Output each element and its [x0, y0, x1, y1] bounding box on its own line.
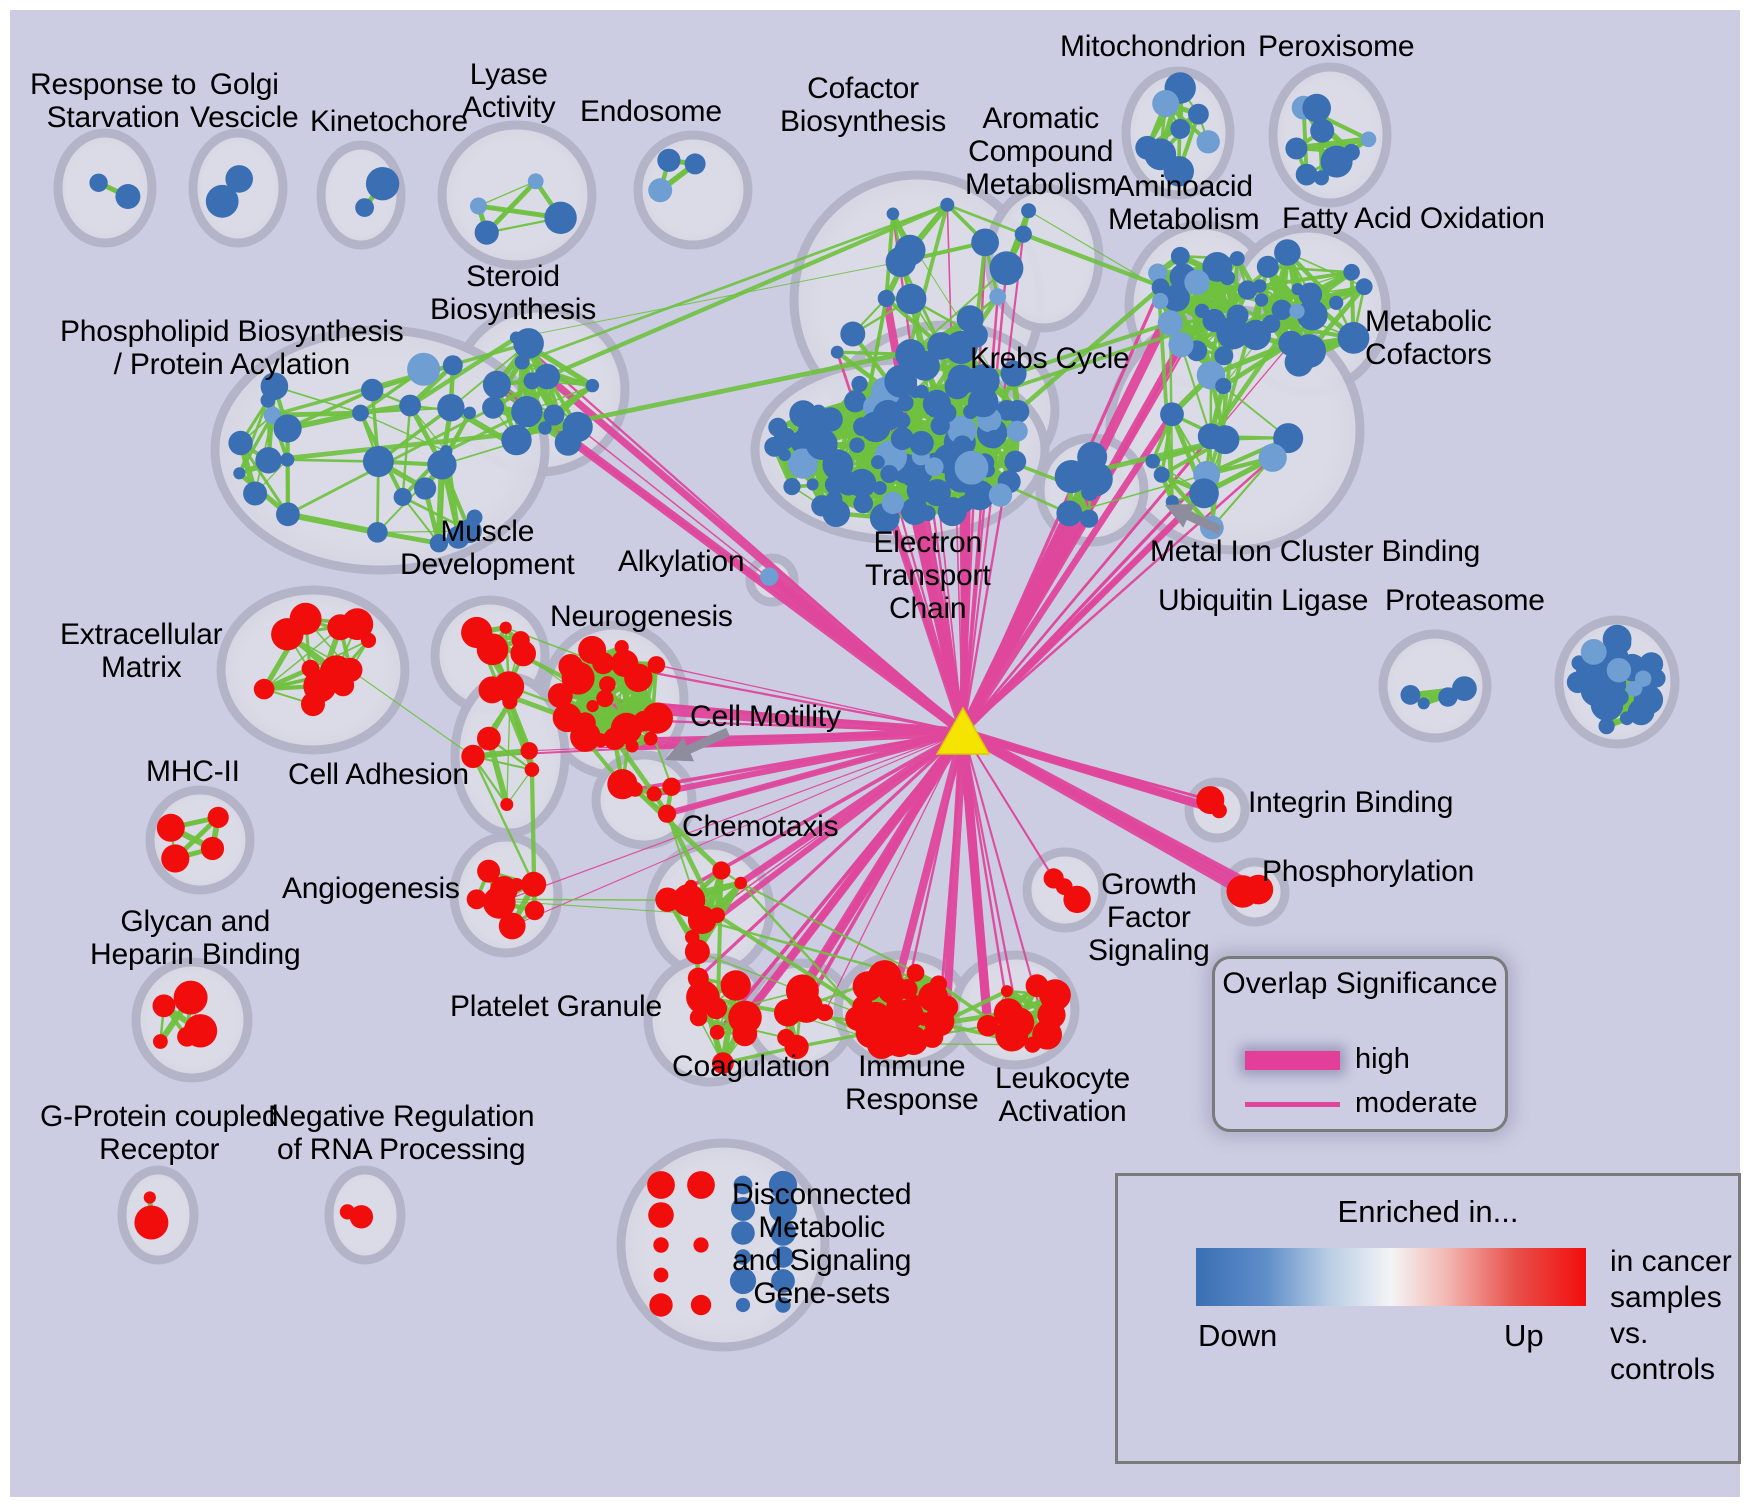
cluster-label-cofactor-biosynthesis: Cofactor Biosynthesis: [780, 72, 947, 138]
cluster-label-cell-motility: Cell Motility: [690, 700, 841, 733]
cluster-label-alkylation: Alkylation: [618, 545, 745, 578]
overlap-moderate-label: moderate: [1355, 1087, 1478, 1119]
cluster-label-proteasome: Proteasome: [1385, 584, 1545, 617]
cluster-label-electron-transport-chain: Electron Transport Chain: [865, 526, 991, 625]
cluster-label-metal-ion-cluster-binding: Metal Ion Cluster Binding: [1150, 535, 1481, 568]
hub-node[interactable]: [935, 706, 991, 755]
cluster-label-aminoacid-metabolism: Aminoacid Metabolism: [1108, 170, 1260, 236]
cluster-label-mhc-ii: MHC-II: [146, 755, 240, 788]
overlap-legend-title: Overlap Significance: [1222, 967, 1498, 1000]
cluster-label-fatty-acid-oxidation: Fatty Acid Oxidation: [1282, 202, 1545, 235]
cluster-label-kinetochore: Kinetochore: [310, 105, 468, 138]
enrichment-context-label: in cancer samples vs. controls: [1610, 1245, 1732, 1386]
overlap-significance-legend: Overlap Significance high moderate: [1212, 956, 1508, 1132]
enrichment-up-label: Up: [1504, 1318, 1544, 1353]
cluster-label-g-protein-coupled-receptor: G-Protein coupled Receptor: [40, 1100, 279, 1166]
cluster-label-growth-factor-signaling: Growth Factor Signaling: [1088, 868, 1210, 967]
overlap-high-swatch: [1245, 1051, 1340, 1070]
overlap-high-label: high: [1355, 1043, 1410, 1075]
enrichment-color-gradient: [1196, 1248, 1586, 1306]
cluster-label-coagulation: Coagulation: [672, 1050, 830, 1083]
cluster-label-mitochondrion: Mitochondrion: [1060, 30, 1246, 63]
enrichment-down-label: Down: [1198, 1318, 1278, 1353]
cluster-label-platelet-granule: Platelet Granule: [450, 990, 662, 1023]
cluster-label-response-to-starvation: Response to Starvation: [30, 68, 197, 134]
overlap-moderate-swatch: [1245, 1102, 1340, 1107]
cluster-label-peroxisome: Peroxisome: [1258, 30, 1415, 63]
cluster-label-cell-adhesion: Cell Adhesion: [288, 758, 469, 791]
cluster-label-steroid-biosynthesis: Steroid Biosynthesis: [430, 260, 597, 326]
cluster-label-extracellular-matrix: Extracellular Matrix: [60, 618, 223, 684]
enrichment-legend: Enriched in... Down Up in cancer samples…: [1115, 1173, 1741, 1464]
cluster-label-endosome: Endosome: [580, 95, 722, 128]
cluster-label-neurogenesis: Neurogenesis: [550, 600, 733, 633]
cluster-label-angiogenesis: Angiogenesis: [282, 872, 460, 905]
cluster-label-immune-response: Immune Response: [845, 1050, 979, 1116]
cluster-label-aromatic-compound-metabolism: Aromatic Compound Metabolism: [965, 102, 1117, 201]
cluster-label-phospholipid-biosynthesis: Phospholipid Biosynthesis / Protein Acyl…: [60, 315, 404, 381]
cluster-label-krebs-cycle: Krebs Cycle: [970, 342, 1130, 375]
cluster-label-negative-regulation-rna-processing: Negative Regulation of RNA Processing: [268, 1100, 535, 1166]
enrichment-legend-title: Enriched in...: [1337, 1194, 1519, 1229]
cluster-label-chemotaxis: Chemotaxis: [682, 810, 839, 843]
network-graph: [53, 62, 1680, 1352]
callout-arrows: [665, 503, 1222, 762]
cluster-label-phosphorylation: Phosphorylation: [1262, 855, 1475, 888]
network-panel: Response to Starvation Golgi Vescicle Kine…: [10, 10, 1741, 1497]
cluster-label-leukocyte-activation: Leukocyte Activation: [995, 1062, 1130, 1128]
cluster-label-muscle-development: Muscle Development: [400, 515, 575, 581]
cluster-label-glycan-heparin-binding: Glycan and Heparin Binding: [90, 905, 301, 971]
gene-set-nodes: [89, 72, 1666, 1317]
cluster-label-integrin-binding: Integrin Binding: [1248, 786, 1454, 819]
cluster-label-lyase-activity: Lyase Activity: [462, 58, 556, 124]
cluster-label-golgi-vescicle: Golgi Vescicle: [190, 68, 299, 134]
cluster-label-disconnected-gene-sets: Disconnected Metabolic and Signaling Gen…: [732, 1178, 912, 1310]
cluster-label-metabolic-cofactors: Metabolic Cofactors: [1365, 305, 1492, 371]
cluster-label-ubiquitin-ligase: Ubiquitin Ligase: [1158, 584, 1369, 617]
